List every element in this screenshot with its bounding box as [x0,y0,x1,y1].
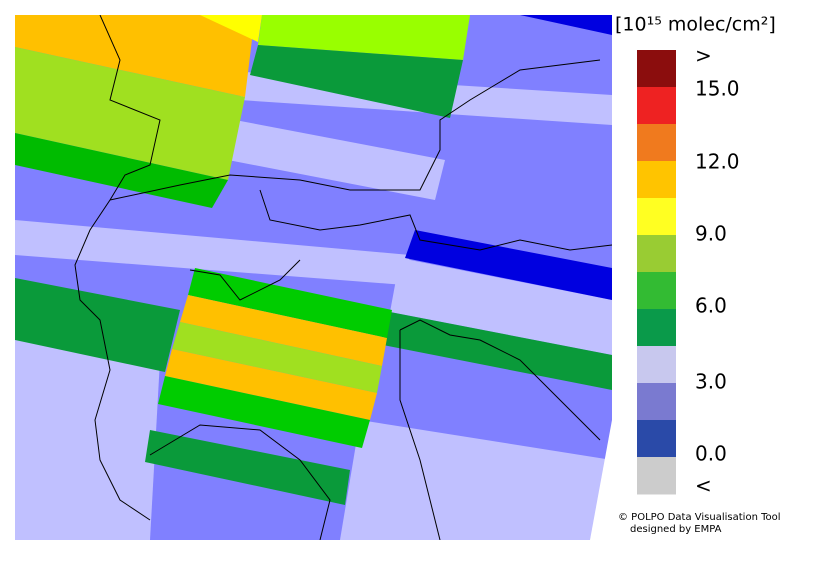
swath [15,133,228,208]
swath [383,312,612,390]
swath [15,330,160,540]
swath [340,420,612,540]
colorbar-bin [637,420,676,458]
colorbar-bin [637,124,676,162]
legend-label: 9.0 [695,222,727,246]
swath [15,47,245,180]
colorbar-bin [637,50,676,88]
legend-label: 15.0 [695,77,740,101]
colorbar-bin [637,198,676,236]
swath [258,15,470,60]
swath [172,322,382,393]
credit: © POLPO Data Visualisation Tool [618,512,781,523]
legend-label: < [695,474,712,498]
swath [520,15,612,35]
swath [228,120,445,200]
swath [180,295,387,366]
border [74,15,161,521]
swath [250,45,463,118]
legend-title: [10¹⁵ molec/cm²] [615,14,776,36]
coastline [149,424,331,540]
colorbar-bin [637,383,676,421]
legend-label: 12.0 [695,150,740,174]
swath [158,376,370,448]
border [189,259,301,301]
legend-label: 0.0 [695,442,727,466]
coastline [399,330,441,540]
colorbar-bin [637,161,676,199]
colorbar-bin [637,235,676,273]
colorbar-bin [637,346,676,384]
swath [15,220,410,285]
map [15,15,612,540]
colorbar-bin [637,87,676,125]
no-data [590,420,612,540]
legend-label: > [695,44,712,68]
colorbar-bin [637,309,676,347]
swath [188,268,392,338]
swath [15,15,255,97]
swath [145,430,350,505]
coastline [399,319,601,441]
swath [390,258,612,355]
legend-label: 6.0 [695,294,727,318]
border [259,189,612,251]
colorbar [637,50,676,495]
swath [200,15,262,42]
swath [165,349,377,420]
credit: designed by EMPA [630,524,722,535]
colorbar-bin [637,272,676,310]
swath [15,278,180,372]
colorbar-bin [637,457,676,495]
border [109,59,601,201]
swath [405,230,612,300]
legend-label: 3.0 [695,370,727,394]
